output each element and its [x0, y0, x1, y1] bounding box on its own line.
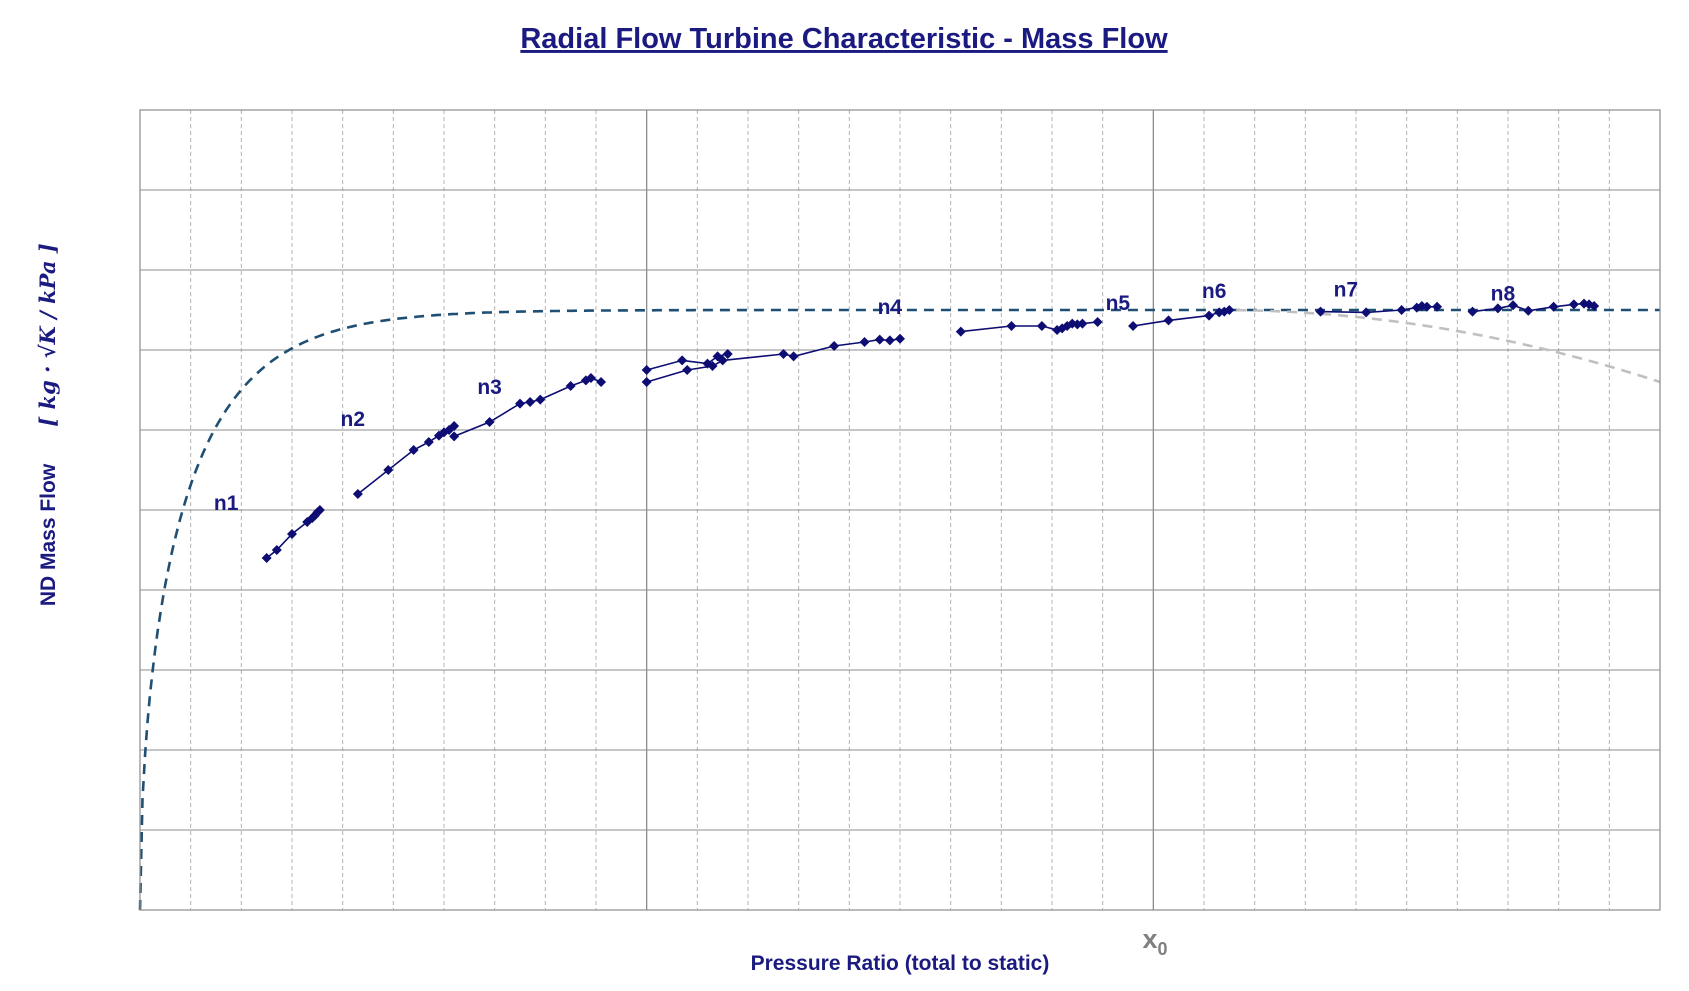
data-point [309, 510, 320, 521]
data-point [1163, 315, 1174, 326]
data-point [874, 334, 885, 345]
grid [140, 110, 1660, 910]
data-point [525, 397, 536, 407]
series-label-n2: n2 [341, 408, 366, 431]
y-axis-label-group: ND Mass Flow [ kg · √K / kPa ] [35, 243, 60, 606]
series-label-n3: n3 [477, 376, 502, 399]
data-point [287, 529, 297, 539]
data-point [261, 553, 272, 563]
data-point [596, 377, 607, 387]
plot-area: n1 n2 n3 n4 n5 n6 n7 n8 [138, 109, 1661, 911]
data-point [314, 505, 325, 515]
data-point [1036, 321, 1047, 331]
data-point [1421, 301, 1432, 312]
series-n8 [1467, 298, 1600, 317]
data-point [1057, 323, 1068, 334]
x-marker-subscript: 0 [1158, 939, 1168, 959]
data-point [1492, 303, 1503, 314]
data-point [383, 465, 394, 475]
series-label-n6: n6 [1202, 280, 1227, 303]
series-n7 [1315, 301, 1443, 318]
data-point [408, 445, 419, 455]
data-point [1067, 318, 1078, 329]
data-point [515, 398, 525, 409]
data-point [1315, 306, 1326, 317]
extrapolation-line [1219, 308, 1661, 384]
series-labels: n1 n2 n3 n4 n5 n6 n7 n8 [214, 278, 1516, 515]
x-marker-label: x0 [1142, 924, 1167, 959]
y-axis-label: ND Mass Flow [37, 463, 60, 606]
data-point [1432, 301, 1443, 312]
x-marker-main: x [1142, 924, 1157, 954]
series-n2 [352, 421, 460, 499]
data-point [271, 545, 282, 555]
data-point [1568, 299, 1579, 310]
data-point [1361, 307, 1372, 318]
data-point [1077, 318, 1088, 329]
series-label-n7: n7 [1334, 278, 1359, 301]
data-point [1224, 305, 1235, 315]
data-point [535, 394, 546, 405]
data-point [677, 355, 688, 366]
data-point [788, 351, 799, 362]
data-point [1204, 310, 1215, 321]
series-n5b [1057, 317, 1103, 334]
data-point [955, 326, 966, 337]
data-point [484, 417, 495, 427]
data-point [1508, 300, 1519, 311]
series-layer [261, 298, 1600, 563]
series-n3b [641, 349, 733, 375]
data-point [585, 373, 596, 383]
series-n3 [449, 373, 607, 442]
data-point [449, 431, 460, 442]
data-point [1128, 321, 1139, 331]
series-label-n8: n8 [1491, 282, 1516, 305]
data-point [641, 365, 652, 375]
data-point [895, 333, 905, 344]
series-line [1061, 321, 1098, 330]
data-point [778, 349, 789, 359]
data-point [722, 349, 733, 359]
data-point [352, 489, 363, 499]
data-point [565, 381, 576, 391]
data-point [717, 355, 728, 366]
data-point [423, 437, 434, 447]
series-label-n5: n5 [1106, 292, 1131, 315]
data-point [1396, 305, 1407, 315]
data-point [1006, 321, 1017, 331]
data-point [1467, 306, 1478, 317]
data-point [859, 337, 870, 347]
chart-title: Radial Flow Turbine Characteristic - Mas… [520, 23, 1168, 55]
data-point [1523, 305, 1534, 316]
data-point [1548, 301, 1559, 312]
y-axis-unit: [ kg · √K / kPa ] [35, 243, 60, 426]
series-label-n1: n1 [214, 492, 239, 515]
series-label-n4: n4 [878, 296, 903, 319]
data-point [1589, 301, 1600, 311]
data-point [449, 421, 460, 431]
data-point [707, 361, 718, 371]
series-n4 [641, 333, 905, 387]
data-point [829, 341, 840, 351]
data-point [1092, 317, 1103, 327]
data-point [682, 365, 693, 375]
series-n1 [261, 505, 325, 563]
plot-frame [139, 109, 1661, 911]
series-n6 [1128, 305, 1235, 331]
x-axis-label: Pressure Ratio (total to static) [751, 952, 1050, 975]
data-point [884, 335, 895, 346]
data-point [641, 377, 652, 387]
